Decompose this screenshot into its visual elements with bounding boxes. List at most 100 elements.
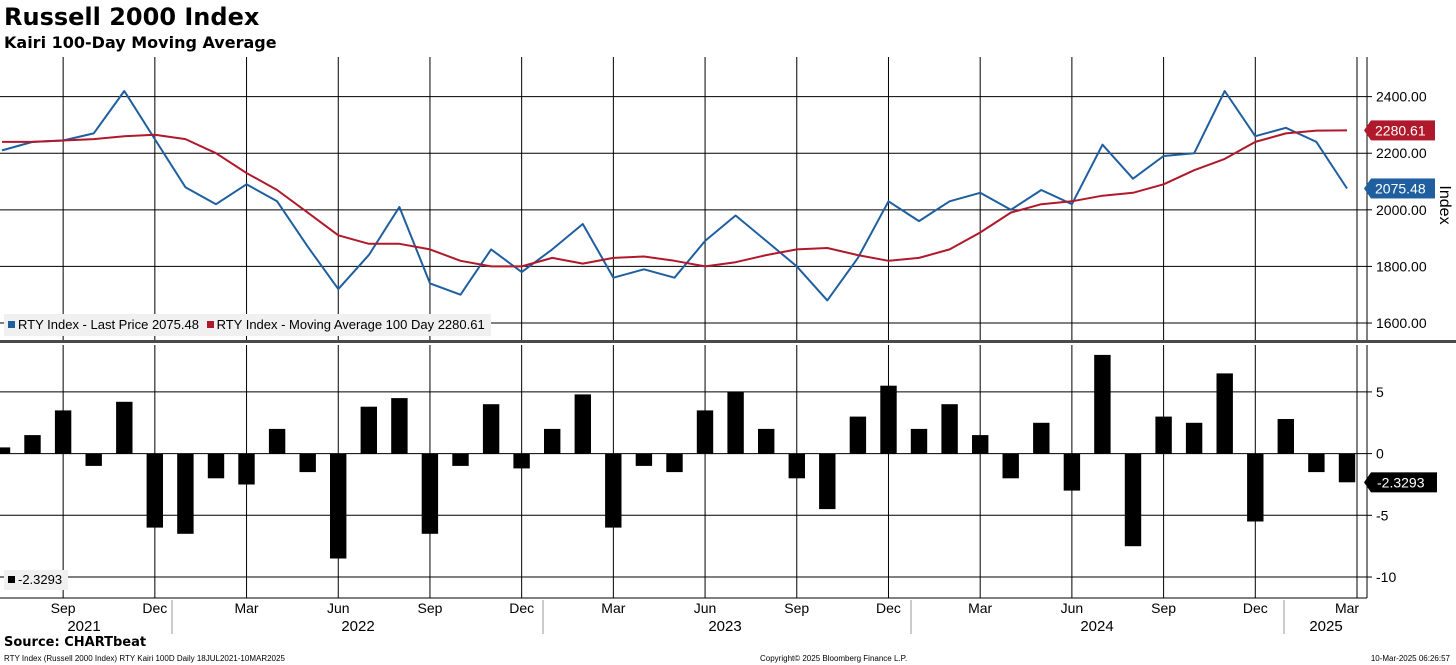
kairi-bar [941, 404, 958, 454]
x-tick-label-month: Sep [784, 600, 809, 616]
kairi-bar [238, 453, 255, 485]
legend-swatch-kairi [8, 576, 15, 584]
kairi-panel [0, 354, 1356, 559]
footer-ticker-info: RTY Index (Russell 2000 Index) RTY Kairi… [4, 654, 285, 663]
price-series-line [1, 90, 1348, 302]
kairi-legend: -2.3293 [4, 570, 69, 590]
kairi-bar [1308, 453, 1325, 473]
axis-labels: 1600.00 1800.00 2000.00 2200.00 2400.00 5 0 -5 -… [51, 89, 1453, 635]
x-tick-label-year: 2021 [67, 618, 100, 635]
kairi-bar [910, 428, 928, 454]
kairi-bar [1185, 422, 1203, 454]
kairi-bar [268, 428, 286, 454]
kairi-bar [972, 435, 989, 454]
kairi-bar [1155, 416, 1172, 454]
x-tick-label-month: Mar [234, 600, 258, 616]
x-tick-label-month: Jun [1061, 600, 1084, 616]
x-tick-label-year: 2023 [708, 618, 741, 635]
legend-value-ma: 2280.61 [437, 317, 485, 332]
kairi-bar [146, 453, 163, 528]
kairi-bar [299, 453, 316, 473]
kairi-bar [85, 453, 102, 466]
kairi-bar [788, 453, 805, 479]
kairi-bar [605, 453, 622, 528]
footer-timestamp: 10-Mar-2025 06:26:57 [1370, 654, 1450, 663]
x-tick-label-month: Sep [1151, 600, 1176, 616]
kairi-bar [1277, 419, 1294, 454]
price-panel [1, 90, 1348, 302]
x-tick-label-year: 2022 [341, 618, 374, 635]
kairi-bar [1002, 453, 1019, 479]
x-tick-label-month: Dec [876, 600, 901, 616]
kairi-bar [1063, 453, 1081, 491]
y-tick-label-kairi: -5 [1376, 507, 1389, 523]
kairi-bar [727, 391, 744, 454]
y-tick-label-price: 1600.00 [1376, 315, 1427, 331]
tag-pointer [1364, 178, 1371, 199]
y-tick-label-price: 2400.00 [1376, 89, 1427, 105]
legend-swatch-price [8, 321, 15, 329]
y-tick-label-price: 2200.00 [1376, 145, 1427, 161]
kairi-bar [696, 410, 714, 454]
chart-title: Russell 2000 Index [4, 3, 260, 31]
price-last-tag [1371, 178, 1435, 199]
y-tick-label-price: 2000.00 [1376, 202, 1427, 218]
y-axis-title: Index [1436, 185, 1453, 224]
source-note: Source: CHARTbeat [4, 635, 147, 650]
kairi-bar [177, 453, 194, 534]
x-tick-label-year: 2025 [1309, 618, 1342, 635]
kairi-bar [54, 410, 72, 454]
kairi-bar [391, 398, 408, 454]
kairi-bar [330, 453, 347, 559]
y-tick-label-kairi: -10 [1376, 569, 1396, 585]
kairi-bar [666, 453, 683, 473]
kairi-bar [0, 447, 11, 454]
x-tick-label-month: Jun [327, 600, 350, 616]
kairi-bar [1338, 453, 1356, 483]
y-tick-label-kairi: 5 [1376, 384, 1384, 400]
legend-label-price: RTY Index - Last Price [18, 317, 149, 332]
price-last-value: 2075.48 [1375, 180, 1426, 196]
kairi-bar [758, 428, 775, 454]
ma-last-tag [1371, 120, 1435, 141]
x-tick-label-month: Mar [968, 600, 992, 616]
x-tick-label-year: 2024 [1080, 618, 1113, 635]
legend-label-ma: RTY Index - Moving Average 100 Day [216, 317, 435, 332]
kairi-bar [1124, 453, 1142, 547]
chart-subtitle: Kairi 100-Day Moving Average [4, 33, 277, 52]
legend-value-price: 2075.48 [151, 317, 199, 332]
kairi-bar [116, 401, 133, 454]
y-tick-label-kairi: 0 [1376, 446, 1384, 462]
kairi-bar [819, 453, 836, 510]
kairi-last-value: -2.3293 [1377, 474, 1425, 490]
moving-average-line [2, 129, 1348, 268]
x-tick-label-month: Sep [51, 600, 76, 616]
panel-separator [0, 340, 1456, 343]
kairi-bar [452, 453, 469, 466]
kairi-bar [635, 453, 653, 466]
kairi-bar [1216, 373, 1233, 454]
kairi-bar [513, 453, 530, 469]
kairi-bar [880, 385, 897, 454]
kairi-bar [574, 394, 591, 454]
tag-pointer [1364, 472, 1371, 493]
axes [0, 57, 1456, 634]
legend-swatch-ma [206, 321, 214, 329]
y-tick-label-price: 1800.00 [1376, 258, 1427, 274]
kairi-bar [1033, 422, 1050, 454]
legend-value-kairi: -2.3293 [18, 572, 63, 587]
kairi-bar [482, 404, 500, 454]
tag-pointer [1364, 120, 1371, 141]
x-tick-label-month: Dec [142, 600, 167, 616]
kairi-bar [1094, 354, 1111, 454]
x-tick-label-month: Sep [417, 600, 442, 616]
kairi-bar [1247, 453, 1264, 522]
kairi-last-tag [1371, 472, 1437, 493]
kairi-bar [360, 406, 377, 454]
x-tick-label-month: Jun [694, 600, 717, 616]
x-tick-label-month: Mar [1335, 600, 1359, 616]
price-legend: RTY Index - Last Price 2075.48 RTY Index… [4, 314, 491, 336]
kairi-bar [207, 453, 225, 479]
kairi-bar [24, 435, 41, 454]
